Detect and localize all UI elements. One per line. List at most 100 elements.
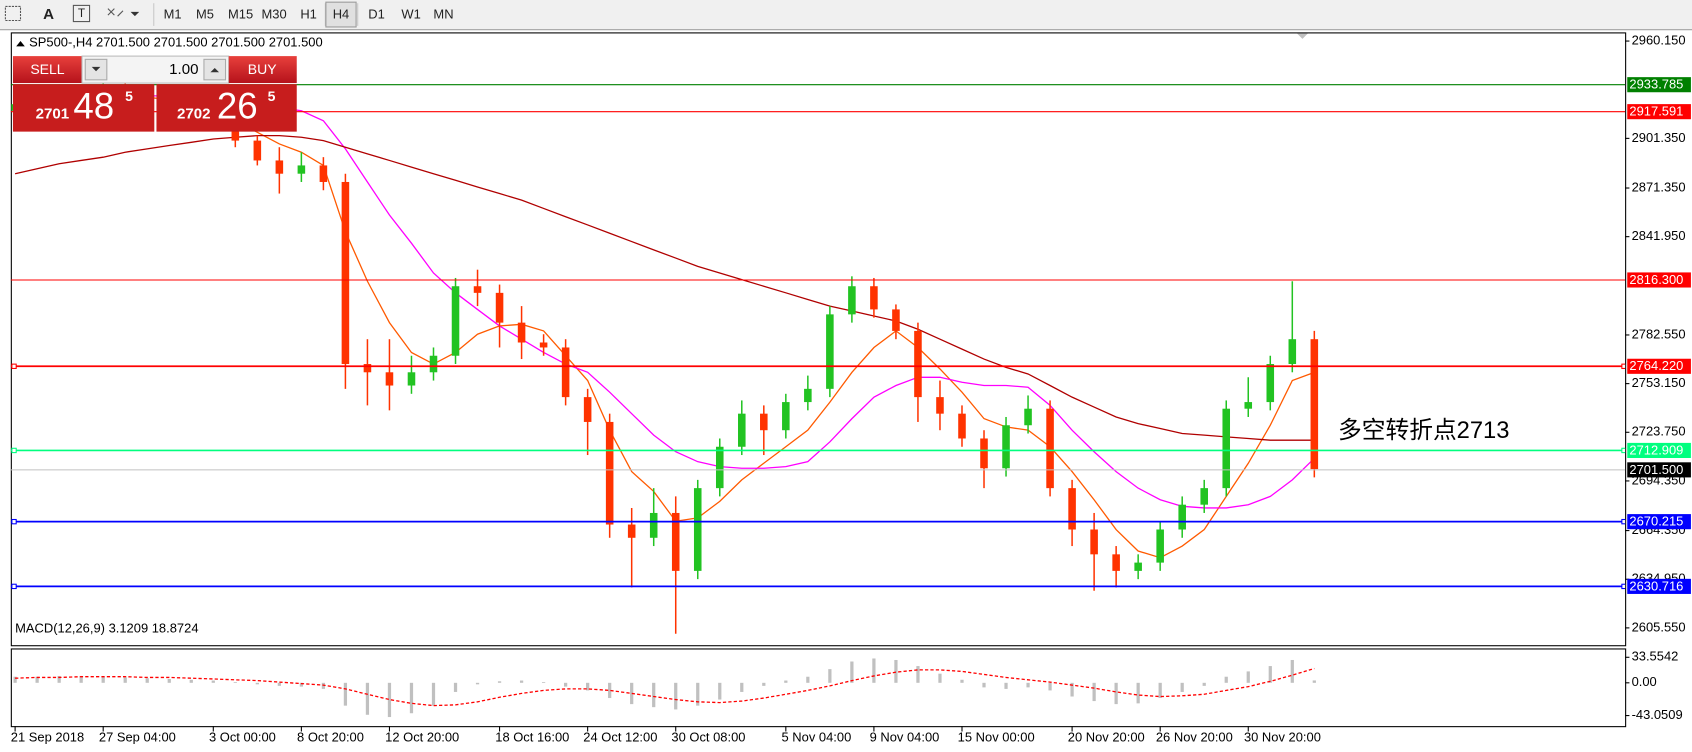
level-handle[interactable]: [11, 518, 17, 525]
macd-bar: [1158, 682, 1162, 699]
timeframe-button[interactable]: H4: [333, 7, 350, 22]
macd-bar: [101, 676, 105, 683]
y-tick-label: 2753.150: [1632, 375, 1686, 390]
main-window: [10, 32, 1627, 647]
macd-bar: [541, 682, 546, 683]
buy-button[interactable]: [228, 56, 297, 84]
macd-bar: [211, 680, 215, 683]
timeframe-button[interactable]: M15: [228, 7, 253, 22]
buy-label[interactable]: BUY: [248, 61, 277, 77]
price-label: 2933.785: [1629, 77, 1683, 92]
timeframe-button[interactable]: MN: [433, 7, 453, 22]
candle-body: [914, 330, 922, 398]
candle-body: [649, 512, 658, 538]
text-tool[interactable]: A: [43, 6, 54, 23]
candle-body: [539, 342, 548, 348]
y-tick-label: 2871.350: [1632, 179, 1686, 194]
macd-bar: [894, 659, 898, 683]
price-label: 2670.215: [1629, 514, 1683, 529]
text-label-icon[interactable]: [72, 4, 91, 23]
timeframe-button[interactable]: M30: [261, 7, 286, 22]
macd-bar: [1268, 666, 1272, 683]
price-label-box: [1627, 462, 1691, 478]
level-handle[interactable]: [1621, 447, 1626, 454]
price-label-box: [1627, 272, 1691, 288]
y-tick-label: -43.0509: [1632, 707, 1683, 722]
macd-bar: [960, 679, 964, 683]
volume-value[interactable]: 1.00: [169, 61, 198, 78]
timeframe-button[interactable]: W1: [401, 7, 420, 22]
price-label-box: [1627, 77, 1691, 93]
bid-big: 48: [73, 86, 114, 127]
price-label: 2630.716: [1629, 578, 1683, 593]
macd-bar: [79, 675, 83, 683]
macd-bar: [145, 678, 149, 683]
macd-bar: [255, 682, 259, 685]
label-tool[interactable]: T: [78, 6, 85, 20]
sell-label[interactable]: SELL: [30, 61, 64, 77]
macd-bar: [674, 682, 678, 710]
candle-body: [1068, 488, 1076, 530]
macd-bar: [1246, 671, 1250, 683]
objects-icon[interactable]: [107, 8, 124, 17]
x-tick-label: 21 Sep 2018: [11, 729, 84, 744]
timeframe-button[interactable]: M5: [196, 7, 214, 22]
macd-bar: [343, 682, 348, 706]
candle-body: [297, 165, 306, 174]
timeframe-button[interactable]: H1: [300, 7, 317, 22]
level-handle[interactable]: [1621, 363, 1626, 369]
level-handle[interactable]: [1621, 583, 1626, 590]
candle-body: [1046, 408, 1054, 489]
level-handle[interactable]: [11, 583, 17, 590]
macd-bar: [1224, 676, 1228, 683]
macd-bar: [123, 677, 127, 683]
macd-bar: [608, 682, 612, 699]
price-label: 2712.909: [1629, 442, 1683, 457]
candle-body: [429, 355, 438, 373]
timeframe-button[interactable]: D1: [368, 7, 385, 22]
candle-body: [693, 488, 702, 571]
candle-body: [1310, 339, 1319, 470]
level-handle[interactable]: [11, 447, 17, 454]
macd-bar: [1026, 682, 1030, 688]
sell-button[interactable]: [12, 56, 83, 84]
macd-bar: [586, 682, 590, 691]
candle-body: [1244, 402, 1253, 409]
candle-body: [1222, 408, 1231, 489]
x-tick-label: 9 Nov 04:00: [870, 729, 940, 744]
price-label-box: [1627, 442, 1691, 458]
macd-bar: [762, 682, 766, 686]
timeframe-button[interactable]: M1: [164, 7, 182, 22]
active-timeframe[interactable]: [325, 1, 357, 28]
candle-body: [1200, 488, 1208, 505]
crosshair-icon[interactable]: [4, 5, 22, 22]
x-tick-label: 30 Nov 20:00: [1244, 729, 1321, 744]
y-tick-label: 2960.150: [1632, 32, 1686, 47]
macd-bar: [35, 676, 39, 683]
macd-bar: [277, 682, 281, 686]
shift-marker: [1297, 33, 1308, 39]
candle-body: [1112, 554, 1120, 571]
macd-bar: [1312, 680, 1316, 683]
macd-bar: [1180, 682, 1184, 692]
x-tick-label: 5 Nov 04:00: [782, 729, 852, 744]
macd-bar: [696, 682, 700, 706]
candle-body: [671, 512, 680, 571]
dropdown-arrow[interactable]: [130, 11, 140, 17]
trade-panel: SELL 1.00 BUY 2701 48 5 2702 26 5: [12, 55, 297, 132]
level-handle[interactable]: [11, 363, 17, 369]
candle-body: [826, 314, 834, 389]
annotation: 多空转折点2713: [1338, 417, 1509, 444]
bid-box[interactable]: [12, 84, 155, 132]
macd-bar: [167, 679, 171, 683]
toolbar-icons: [4, 3, 155, 26]
ask-box[interactable]: [156, 84, 297, 132]
y-tick-label: 33.5542: [1632, 649, 1679, 664]
candle-body: [627, 524, 636, 538]
candle-body: [385, 372, 394, 386]
level-handle[interactable]: [1621, 518, 1626, 525]
chart-title: SP500-,H4 2701.500 2701.500 2701.500 270…: [29, 35, 323, 50]
macd-window: [10, 648, 1627, 728]
candle-body: [407, 372, 416, 386]
